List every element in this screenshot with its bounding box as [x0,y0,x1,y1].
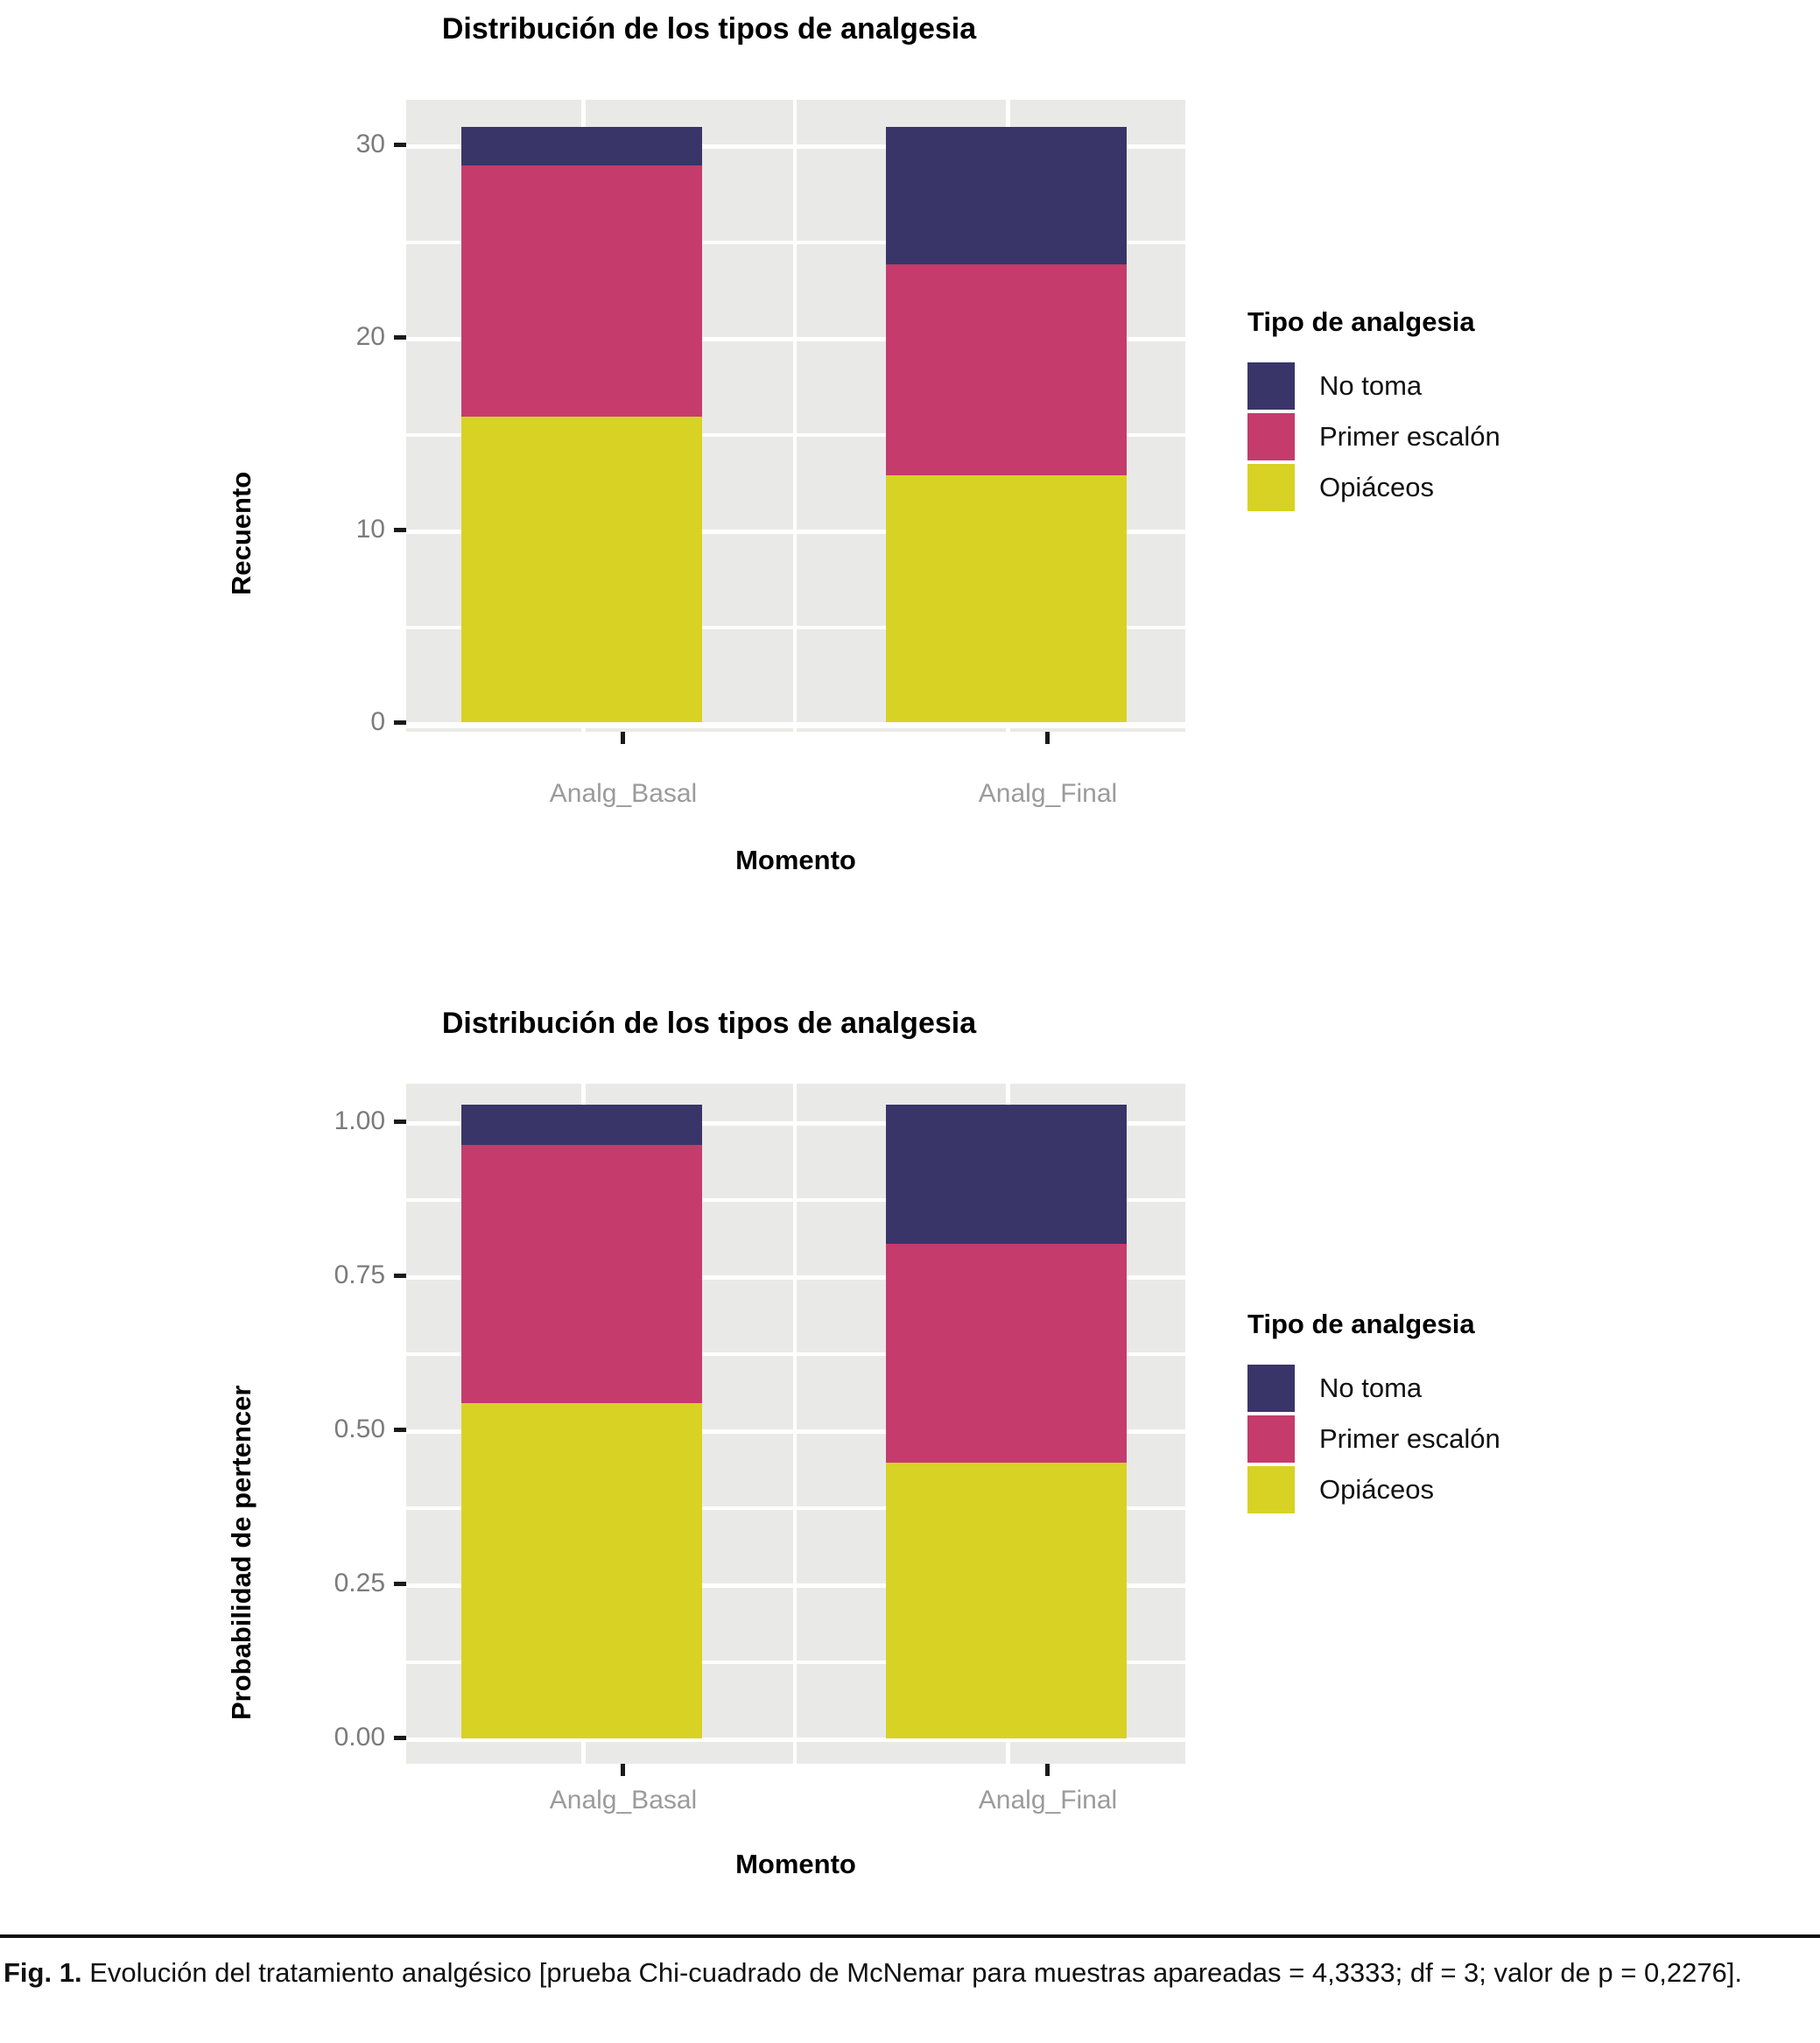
legend-label: Opiáceos [1319,472,1434,502]
ytick-label-0: 0 [370,707,385,736]
bar-analg-final[interactable] [886,127,1127,722]
xtick-label-analg-basal: Analg_Basal [549,779,698,808]
vgridline-minor [1218,1084,1221,1764]
vgridline-minor [1218,100,1221,732]
ytick-20 [394,335,406,340]
legend-item-opiaceos[interactable]: Opiáceos [1247,462,1500,513]
bar-segment-no-toma[interactable] [886,1105,1127,1244]
xtick-1 [621,732,625,744]
bar-analg-basal[interactable] [461,127,702,722]
figure-caption: Fig. 1. Evolución del tratamiento analgé… [4,1954,1807,1992]
ytick-1.00 [394,1120,406,1124]
ytick-30 [394,143,406,147]
bar-segment-no-toma[interactable] [886,127,1127,264]
figure-caption-label: Fig. 1. [4,1957,82,1988]
legend-key-icon [1247,362,1295,410]
ytick-label-30: 30 [355,130,385,158]
ytick-label-0.75: 0.75 [334,1260,385,1289]
legend-label: Opiáceos [1319,1474,1434,1505]
ytick-10 [394,528,406,532]
bar-segment-primer-escalon[interactable] [886,264,1127,475]
bar-segment-opiaceos[interactable] [461,1403,702,1738]
bar-analg-basal[interactable] [461,1105,702,1738]
vgridline-minor [369,100,373,732]
chart-proportions-panel [369,1084,1221,1764]
vgridline-minor [793,100,797,732]
bar-segment-opiaceos[interactable] [886,475,1127,722]
xtick-label-analg-basal: Analg_Basal [549,1786,698,1815]
bar-segment-primer-escalon[interactable] [886,1244,1127,1463]
ytick-0.75 [394,1274,406,1278]
xtick-label-analg-final: Analg_Final [978,779,1118,808]
xtick-2 [1045,1764,1050,1776]
bar-segment-opiaceos[interactable] [461,417,702,722]
vgridline-minor [793,1084,797,1764]
chart-proportions-x-axis-title: Momento [735,1849,856,1879]
legend-key-icon [1247,413,1295,460]
legend-item-no-toma[interactable]: No toma [1247,361,1500,411]
legend-title: Tipo de analgesia [1247,306,1475,337]
caption-divider [0,1934,1820,1938]
ytick-label-0.25: 0.25 [334,1569,385,1597]
legend-key-icon [1247,1365,1295,1412]
legend-key-icon [1247,464,1295,511]
figure-caption-text: Evolución del tratamiento analgésico [pr… [81,1957,1743,1988]
ytick-label-1.00: 1.00 [334,1106,385,1135]
bar-segment-no-toma[interactable] [461,127,702,165]
chart-counts-x-axis-title: Momento [735,845,856,875]
legend-counts: Tipo de analgesia No toma Primer escalón… [1247,306,1500,513]
ytick-0 [394,720,406,725]
bar-segment-primer-escalon[interactable] [461,1145,702,1403]
legend-label: No toma [1319,370,1423,401]
ytick-label-10: 10 [355,515,385,544]
vgridline-minor [369,1084,373,1764]
legend-item-primer-escalon[interactable]: Primer escalón [1247,1414,1500,1464]
legend-label: Primer escalón [1319,421,1500,452]
legend-label: No toma [1319,1373,1423,1403]
ytick-label-0.50: 0.50 [334,1415,385,1443]
legend-item-no-toma[interactable]: No toma [1247,1363,1500,1414]
bar-segment-primer-escalon[interactable] [461,165,702,417]
legend-label: Primer escalón [1319,1423,1500,1454]
xtick-2 [1045,732,1050,744]
chart-counts-y-axis-title: Recuento [226,471,256,595]
ytick-0.50 [394,1428,406,1432]
ytick-label-0.00: 0.00 [334,1723,385,1752]
chart-counts-title: Distribución de los tipos de analgesia [441,12,977,46]
legend-item-opiaceos[interactable]: Opiáceos [1247,1464,1500,1515]
chart-proportions-title: Distribución de los tipos de analgesia [441,1007,977,1040]
chart-counts-panel [369,100,1221,732]
bar-segment-no-toma[interactable] [461,1105,702,1145]
xtick-1 [621,1764,625,1776]
legend-key-icon [1247,1466,1295,1513]
legend-proportions: Tipo de analgesia No toma Primer escalón… [1247,1309,1500,1515]
xtick-label-analg-final: Analg_Final [978,1786,1118,1815]
ytick-0.00 [394,1736,406,1740]
bar-analg-final[interactable] [886,1105,1127,1738]
ytick-label-20: 20 [355,322,385,351]
legend-item-primer-escalon[interactable]: Primer escalón [1247,411,1500,462]
bar-segment-opiaceos[interactable] [886,1463,1127,1738]
legend-key-icon [1247,1415,1295,1463]
ytick-0.25 [394,1582,406,1586]
legend-title: Tipo de analgesia [1247,1309,1475,1339]
